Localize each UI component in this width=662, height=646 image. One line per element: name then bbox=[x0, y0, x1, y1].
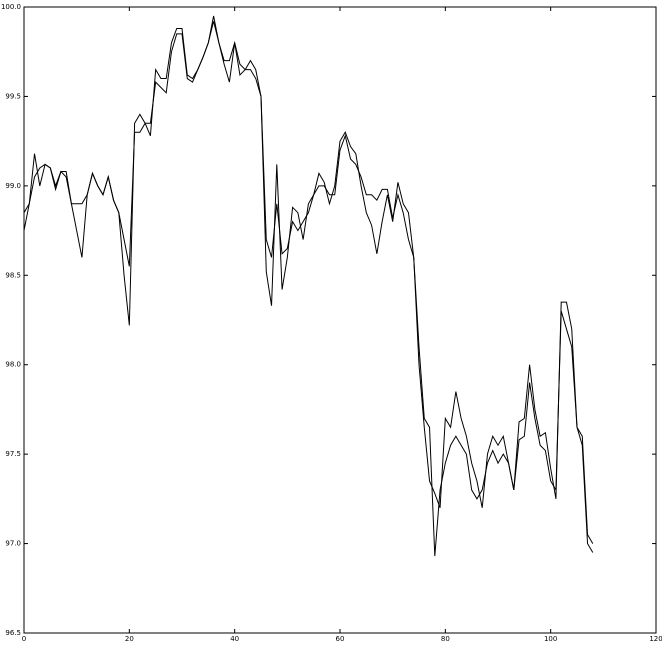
x-tick-label: 80 bbox=[441, 635, 450, 643]
series-line bbox=[23, 15, 594, 544]
x-tick-label: 20 bbox=[125, 635, 134, 643]
x-tick-label: 60 bbox=[336, 635, 345, 643]
y-tick-label: 97.5 bbox=[5, 450, 21, 458]
x-tick-label: 120 bbox=[649, 635, 662, 643]
y-tick-label: 97.0 bbox=[5, 540, 21, 548]
y-tick-label: 99.5 bbox=[5, 92, 21, 100]
y-tick-label: 99.0 bbox=[5, 182, 21, 190]
series-line bbox=[23, 21, 594, 557]
x-tick-label: 0 bbox=[22, 635, 26, 643]
y-tick-label: 96.5 bbox=[5, 629, 21, 637]
y-tick-label: 100.0 bbox=[1, 3, 21, 11]
x-tick-label: 100 bbox=[544, 635, 557, 643]
x-tick-label: 40 bbox=[230, 635, 239, 643]
y-tick-label: 98.5 bbox=[5, 271, 21, 279]
y-tick-label: 98.0 bbox=[5, 361, 21, 369]
